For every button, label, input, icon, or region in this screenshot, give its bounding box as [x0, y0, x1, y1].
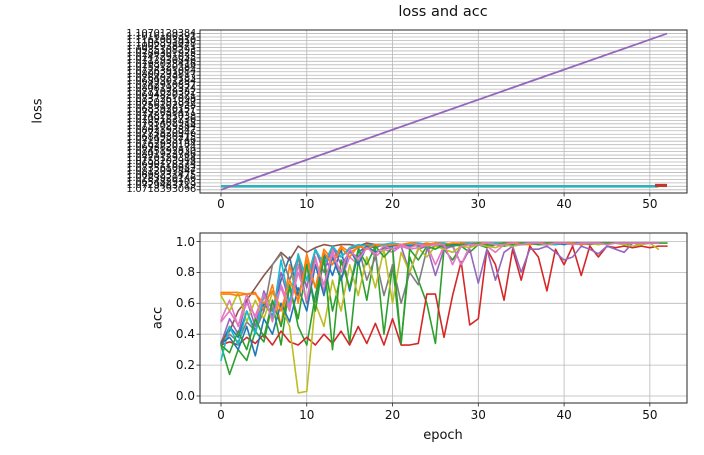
- bottom-ytick-label: 1.0: [175, 234, 195, 249]
- top-xtick-label: 40: [556, 197, 572, 211]
- loss-ytick-label: 1.0786301925: [126, 48, 196, 60]
- loss-ytick-label: 1.0693820174: [126, 142, 196, 154]
- loss-ytick-label: 1.0756102938: [126, 100, 196, 112]
- bottom-ytick-label: 0.8: [175, 265, 195, 280]
- loss-ytick-label: 1.1106391028: [126, 37, 196, 49]
- loss-ytick-label: 1.0758203918: [126, 156, 196, 168]
- top-xtick-label: 50: [642, 197, 658, 211]
- top-xtick-label: 0: [217, 197, 225, 211]
- top-xtick-label: 10: [299, 197, 315, 211]
- bottom-xtick-label: 40: [556, 408, 572, 422]
- loss-ytick-label: 1.0820391847: [126, 97, 196, 108]
- loss-ytick-label: 1.0689301284: [126, 76, 196, 88]
- loss-ytick-label: 1.0731029384: [126, 121, 196, 133]
- loss-ytick-label: 1.1016100391: [126, 31, 196, 43]
- bottom-ytick-label: 0.2: [175, 358, 195, 373]
- loss-ytick-label: 1.0726391084: [126, 65, 196, 77]
- bottom-ytick-label: 0.4: [175, 327, 195, 342]
- bottom-axes-frame: [199, 232, 688, 404]
- loss-ytick-label: 1.0719283746: [126, 135, 196, 147]
- loss-ytick-label: 1.0765402918: [126, 117, 196, 129]
- loss-ytick-label: 1.0684930215: [126, 131, 196, 143]
- loss-ytick-label: 1.0748291038: [126, 110, 196, 122]
- bottom-xtick-label: 0: [217, 408, 225, 422]
- loss-ytick-label: 1.0694820371: [126, 90, 196, 102]
- bottom-ytick-label: 0.0: [175, 389, 195, 403]
- loss-ytick-label: 1.0812093847: [126, 166, 196, 178]
- loss-ytick-label: 1.0745192830: [126, 145, 196, 157]
- bottom-xtick-label: 10: [299, 408, 315, 422]
- loss-ytick-label: 1.0793028416: [126, 58, 196, 70]
- loss-ytick-label: 1.0783920146: [126, 173, 196, 185]
- loss-ytick-label: 1.0773820946: [126, 128, 196, 140]
- loss-ytick-label: 1.0698231475: [126, 169, 196, 181]
- bottom-xtick-label: 50: [642, 408, 658, 422]
- bottom-xtick-label: 20: [384, 408, 401, 422]
- loss-ytick-label: 1.0735610982: [126, 162, 196, 174]
- loss-ytick-label: 1.0709182736: [126, 114, 196, 126]
- loss-ytick-label: 1.0935108293: [126, 44, 196, 56]
- loss-ytick-label: 1.0800293817: [126, 69, 196, 81]
- bottom-series-acc-run-14: [220, 242, 660, 326]
- loss-ytick-label: 1.0690128374: [126, 159, 196, 171]
- loss-ytick-label: 1.0802193847: [126, 124, 196, 136]
- loss-ytick-label: 1.0737261098: [126, 93, 196, 105]
- loss-ytick-label: 1.0792038471: [126, 107, 196, 119]
- loss-ytick-label: 1.0801923746: [126, 149, 196, 161]
- loss-ytick-label: 1.0762930184: [126, 138, 196, 150]
- chart-title: loss and acc: [398, 4, 488, 20]
- loss-ytick-label: 1.0808192374: [126, 83, 196, 95]
- loss-ytick-label: 1.0742910837: [126, 79, 196, 91]
- bottom-ytick-label: 0.6: [175, 296, 195, 311]
- loss-ytick-label: 1.0718393096: [126, 183, 196, 195]
- top-xtick-label: 20: [384, 197, 401, 211]
- loss-ytick-label: 1.0654829103: [126, 176, 196, 188]
- loss-ytick-label: 1.0759120384: [126, 62, 196, 74]
- loss-ytick-label: 1.0729483719: [126, 180, 196, 192]
- top-series-loss-rising-categories: [220, 32, 668, 191]
- top-axes-frame: [199, 29, 688, 194]
- acc-ylabel: acc: [150, 306, 166, 330]
- bottom-series-acc-run-04: [220, 245, 668, 346]
- loss-ytick-label: 1.0712930846: [126, 55, 196, 67]
- loss-ytick-label: 1.1161003910: [126, 34, 196, 46]
- epoch-xlabel: epoch: [423, 428, 463, 443]
- loss-ytick-label: 1.0770129384: [126, 152, 196, 164]
- bottom-xtick-label: 30: [470, 408, 486, 422]
- loss-ytick-label: 1.0771029382: [126, 86, 196, 98]
- loss-ytick-label: 1.1002938471: [126, 41, 196, 53]
- loss-ytick-label: 1.0747291035: [126, 51, 196, 63]
- loss-ytick-label: 1.0764029183: [126, 72, 196, 84]
- loss-ytick-label: 1.0683920157: [126, 103, 196, 115]
- top-xtick-label: 30: [470, 197, 486, 211]
- loss-ytick-label: 1.1070129384: [126, 27, 196, 39]
